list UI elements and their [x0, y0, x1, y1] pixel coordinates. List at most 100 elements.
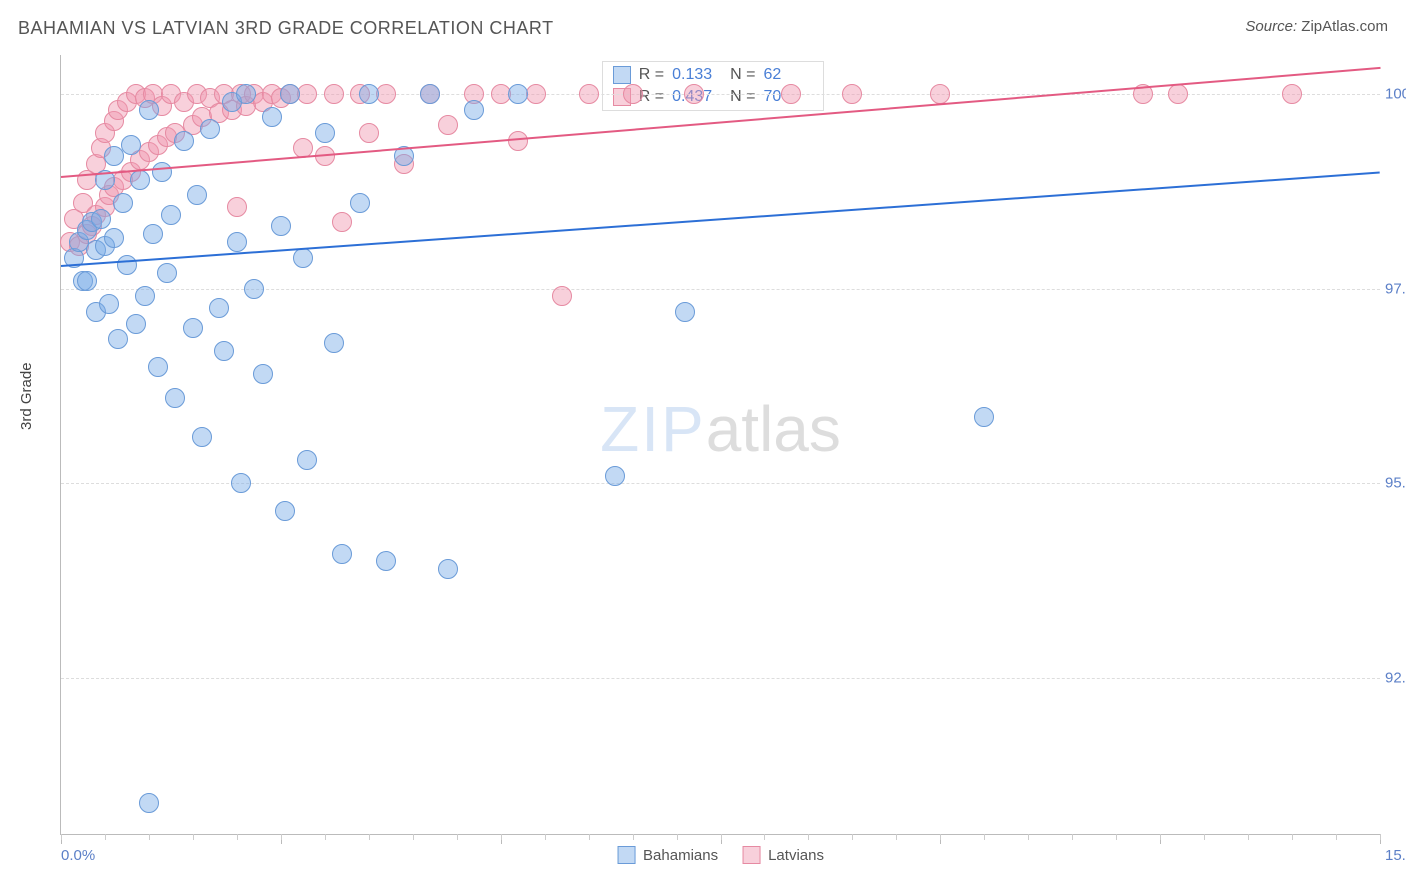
x-minor-tick	[61, 834, 62, 840]
scatter-point	[623, 84, 643, 104]
x-minor-tick	[325, 834, 326, 840]
r-label: R =	[639, 66, 664, 84]
x-minor-tick	[413, 834, 414, 840]
x-minor-tick	[808, 834, 809, 840]
scatter-point	[139, 100, 159, 120]
scatter-point	[113, 193, 133, 213]
x-minor-tick	[1380, 834, 1381, 840]
scatter-point	[324, 84, 344, 104]
scatter-point	[332, 212, 352, 232]
scatter-point	[126, 314, 146, 334]
source-site: ZipAtlas.com	[1301, 18, 1388, 35]
scatter-point	[165, 388, 185, 408]
watermark-bold: ZIP	[600, 393, 706, 465]
gridline	[61, 483, 1380, 484]
scatter-point	[579, 84, 599, 104]
scatter-point	[332, 544, 352, 564]
scatter-point	[359, 123, 379, 143]
x-minor-tick	[1028, 834, 1029, 840]
watermark: ZIPatlas	[600, 392, 841, 466]
scatter-point	[108, 329, 128, 349]
x-minor-tick	[1248, 834, 1249, 840]
legend-swatch-latvians	[742, 846, 760, 864]
watermark-light: atlas	[706, 393, 841, 465]
x-minor-tick	[149, 834, 150, 840]
scatter-point	[315, 123, 335, 143]
scatter-point	[526, 84, 546, 104]
scatter-point	[99, 294, 119, 314]
stats-swatch-bahamians	[613, 66, 631, 84]
scatter-point	[236, 84, 256, 104]
scatter-point	[209, 298, 229, 318]
scatter-point	[280, 84, 300, 104]
x-minor-tick	[1160, 834, 1161, 840]
x-minor-tick	[677, 834, 678, 840]
x-minor-tick	[369, 834, 370, 840]
scatter-point	[91, 209, 111, 229]
scatter-point	[244, 279, 264, 299]
scatter-point	[227, 197, 247, 217]
scatter-point	[227, 232, 247, 252]
scatter-point	[508, 84, 528, 104]
y-tick-label: 95.0%	[1385, 475, 1406, 492]
r-value-bahamians: 0.133	[672, 66, 722, 84]
n-label: N =	[730, 88, 755, 106]
y-tick-label: 97.5%	[1385, 280, 1406, 297]
scatter-point	[130, 170, 150, 190]
scatter-point	[350, 193, 370, 213]
scatter-point	[157, 263, 177, 283]
scatter-point	[135, 286, 155, 306]
gridline	[61, 678, 1380, 679]
scatter-point	[438, 559, 458, 579]
scatter-point	[420, 84, 440, 104]
stats-row-bahamians: R = 0.133 N = 62	[613, 66, 814, 84]
scatter-point	[148, 357, 168, 377]
x-minor-tick	[281, 834, 282, 840]
scatter-point	[464, 100, 484, 120]
scatter-point	[152, 162, 172, 182]
scatter-point	[781, 84, 801, 104]
y-tick-label: 92.5%	[1385, 670, 1406, 687]
scatter-point	[1282, 84, 1302, 104]
scatter-point	[104, 146, 124, 166]
scatter-point	[253, 364, 273, 384]
scatter-point	[104, 228, 124, 248]
scatter-point	[200, 119, 220, 139]
scatter-point	[376, 551, 396, 571]
source-attribution: Source: ZipAtlas.com	[1245, 18, 1388, 35]
x-minor-tick	[940, 834, 941, 840]
x-minor-tick	[1292, 834, 1293, 840]
x-minor-tick	[984, 834, 985, 840]
y-tick-label: 100.0%	[1385, 85, 1406, 102]
scatter-point	[161, 205, 181, 225]
scatter-point	[183, 318, 203, 338]
scatter-point	[1168, 84, 1188, 104]
x-minor-tick	[193, 834, 194, 840]
scatter-point	[192, 427, 212, 447]
x-minor-tick	[589, 834, 590, 840]
scatter-point	[438, 115, 458, 135]
legend-label-bahamians: Bahamians	[643, 847, 718, 864]
scatter-plot: ZIPatlas 0.0% 15.0% Bahamians Latvians R…	[60, 55, 1380, 835]
y-axis-title: 3rd Grade	[18, 362, 35, 430]
x-minor-tick	[721, 834, 722, 840]
scatter-point	[187, 185, 207, 205]
scatter-point	[324, 333, 344, 353]
source-label: Source:	[1245, 18, 1297, 35]
scatter-point	[293, 248, 313, 268]
x-minor-tick	[764, 834, 765, 840]
scatter-point	[121, 135, 141, 155]
scatter-point	[552, 286, 572, 306]
n-label: N =	[730, 66, 755, 84]
scatter-point	[214, 341, 234, 361]
r-label: R =	[639, 88, 664, 106]
scatter-point	[271, 216, 291, 236]
scatter-point	[930, 84, 950, 104]
regression-line	[61, 172, 1380, 267]
x-axis-max-label: 15.0%	[1385, 847, 1406, 864]
scatter-point	[684, 84, 704, 104]
legend-item-bahamians: Bahamians	[617, 846, 718, 864]
n-value-bahamians: 62	[763, 66, 813, 84]
legend-swatch-bahamians	[617, 846, 635, 864]
scatter-point	[974, 407, 994, 427]
